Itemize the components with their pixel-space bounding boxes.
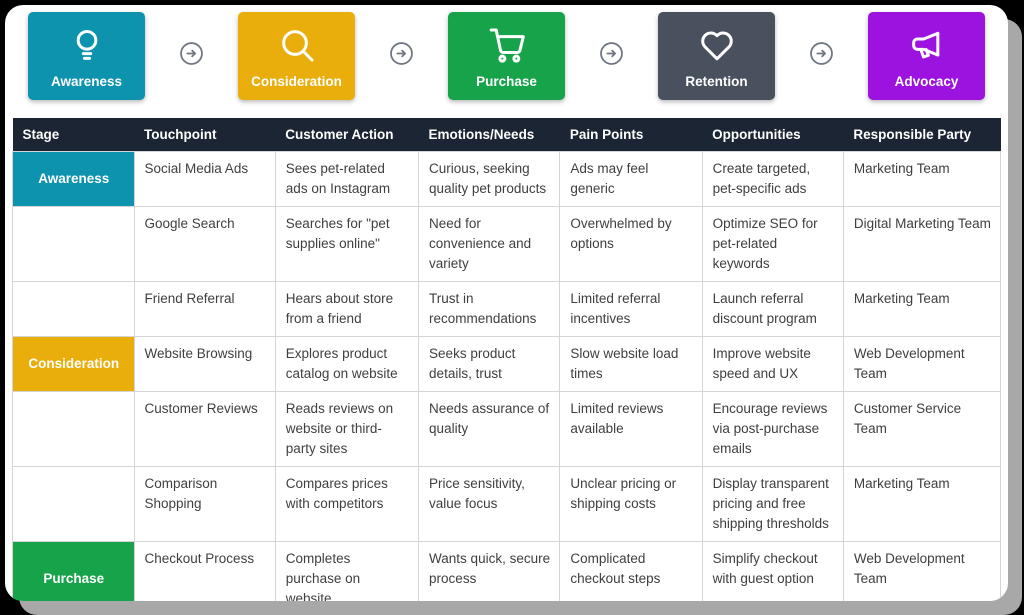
stage-card-purchase: Purchase xyxy=(448,12,565,100)
cell-emotions: Seeks product details, trust xyxy=(418,336,561,392)
journey-table: Stage Touchpoint Customer Action Emotion… xyxy=(12,118,1002,601)
cell-touchpoint: Friend Referral xyxy=(133,281,276,337)
cell-emotions: Need for convenience and variety xyxy=(418,206,561,282)
cell-responsible-party: Web Development Team xyxy=(842,336,1002,392)
cell-emotions: Needs assurance of quality xyxy=(418,391,561,467)
cell-responsible-party: Customer Service Team xyxy=(842,391,1002,467)
cell-opportunities: Create targeted, pet-specific ads xyxy=(701,151,844,207)
arrow-right-icon xyxy=(808,40,835,72)
cell-pain-points: Complicated checkout steps xyxy=(559,541,703,601)
table-header-row: Stage Touchpoint Customer Action Emotion… xyxy=(12,118,1001,152)
cell-touchpoint: Checkout Process xyxy=(133,541,276,601)
col-header-responsible-party: Responsible Party xyxy=(843,118,1001,152)
cell-touchpoint: Customer Reviews xyxy=(133,391,276,467)
lightbulb-icon xyxy=(67,25,107,65)
cell-responsible-party: Web Development Team xyxy=(842,541,1002,601)
cell-opportunities: Improve website speed and UX xyxy=(701,336,844,392)
stage-flow: Awareness Consideration xyxy=(5,5,1008,100)
cell-pain-points: Limited reviews available xyxy=(559,391,703,467)
arrow-right-icon xyxy=(388,40,415,72)
arrow-right-icon xyxy=(598,40,625,72)
cell-stage xyxy=(12,206,135,282)
cell-pain-points: Unclear pricing or shipping costs xyxy=(559,466,703,542)
table-row: Purchase Checkout Process Completes purc… xyxy=(12,541,1002,601)
cell-emotions: Curious, seeking quality pet products xyxy=(418,151,561,207)
cell-opportunities: Launch referral discount program xyxy=(701,281,844,337)
col-header-opportunities: Opportunities xyxy=(702,118,844,152)
cell-pain-points: Limited referral incentives xyxy=(559,281,703,337)
cell-customer-action: Compares prices with competitors xyxy=(274,466,420,542)
table-row: Google Search Searches for "pet supplies… xyxy=(12,206,1002,282)
col-header-emotions: Emotions/Needs xyxy=(418,118,560,152)
cell-opportunities: Encourage reviews via post-purchase emai… xyxy=(701,391,844,467)
col-header-stage: Stage xyxy=(12,118,135,152)
journey-map-panel: Awareness Consideration xyxy=(5,5,1008,601)
cart-icon xyxy=(487,25,527,65)
cell-opportunities: Optimize SEO for pet-related keywords xyxy=(701,206,844,282)
cell-touchpoint: Google Search xyxy=(133,206,276,282)
cell-opportunities: Simplify checkout with guest option xyxy=(701,541,844,601)
stage-card-advocacy: Advocacy xyxy=(868,12,985,100)
cell-touchpoint: Social Media Ads xyxy=(133,151,276,207)
stage-card-label: Awareness xyxy=(50,74,123,89)
cell-pain-points: Overwhelmed by options xyxy=(559,206,703,282)
stage-card-label: Retention xyxy=(685,74,748,89)
magnifier-icon xyxy=(277,25,317,65)
stage-card-awareness: Awareness xyxy=(28,12,145,100)
cell-responsible-party: Marketing Team xyxy=(842,151,1002,207)
cell-emotions: Trust in recommendations xyxy=(418,281,561,337)
cell-opportunities: Display transparent pricing and free shi… xyxy=(701,466,844,542)
col-header-pain-points: Pain Points xyxy=(559,118,703,152)
cell-responsible-party: Marketing Team xyxy=(842,466,1002,542)
cell-stage xyxy=(12,466,135,542)
cell-customer-action: Explores product catalog on website xyxy=(274,336,420,392)
cell-emotions: Price sensitivity, value focus xyxy=(418,466,561,542)
cell-customer-action: Completes purchase on website xyxy=(274,541,420,601)
cell-customer-action: Reads reviews on website or third-party … xyxy=(274,391,420,467)
journey-table-wrap: Stage Touchpoint Customer Action Emotion… xyxy=(12,118,1002,601)
cell-stage: Consideration xyxy=(12,336,135,392)
arrow-right-icon xyxy=(178,40,205,72)
col-header-touchpoint: Touchpoint xyxy=(134,118,276,152)
cell-stage: Awareness xyxy=(12,151,135,207)
cell-stage xyxy=(12,391,135,467)
cell-touchpoint: Comparison Shopping xyxy=(133,466,276,542)
table-row: Friend Referral Hears about store from a… xyxy=(12,281,1002,337)
cell-customer-action: Sees pet-related ads on Instagram xyxy=(274,151,420,207)
cell-customer-action: Hears about store from a friend xyxy=(274,281,420,337)
stage-card-label: Purchase xyxy=(476,74,537,89)
cell-stage xyxy=(12,281,135,337)
cell-pain-points: Ads may feel generic xyxy=(559,151,703,207)
cell-touchpoint: Website Browsing xyxy=(133,336,276,392)
table-row: Awareness Social Media Ads Sees pet-rela… xyxy=(12,151,1002,207)
stage-card-retention: Retention xyxy=(658,12,775,100)
table-row: Customer Reviews Reads reviews on websit… xyxy=(12,391,1002,467)
cell-responsible-party: Digital Marketing Team xyxy=(842,206,1002,282)
table-row: Comparison Shopping Compares prices with… xyxy=(12,466,1002,542)
table-row: Consideration Website Browsing Explores … xyxy=(12,336,1002,392)
heart-icon xyxy=(697,25,737,65)
col-header-customer-action: Customer Action xyxy=(275,118,419,152)
cell-emotions: Wants quick, secure process xyxy=(418,541,561,601)
stage-card-label: Consideration xyxy=(251,74,342,89)
cell-pain-points: Slow website load times xyxy=(559,336,703,392)
stage-card-label: Advocacy xyxy=(894,74,959,89)
cell-responsible-party: Marketing Team xyxy=(842,281,1002,337)
cell-customer-action: Searches for "pet supplies online" xyxy=(274,206,420,282)
cell-stage: Purchase xyxy=(12,541,135,601)
stage-card-consideration: Consideration xyxy=(238,12,355,100)
megaphone-icon xyxy=(907,25,947,65)
